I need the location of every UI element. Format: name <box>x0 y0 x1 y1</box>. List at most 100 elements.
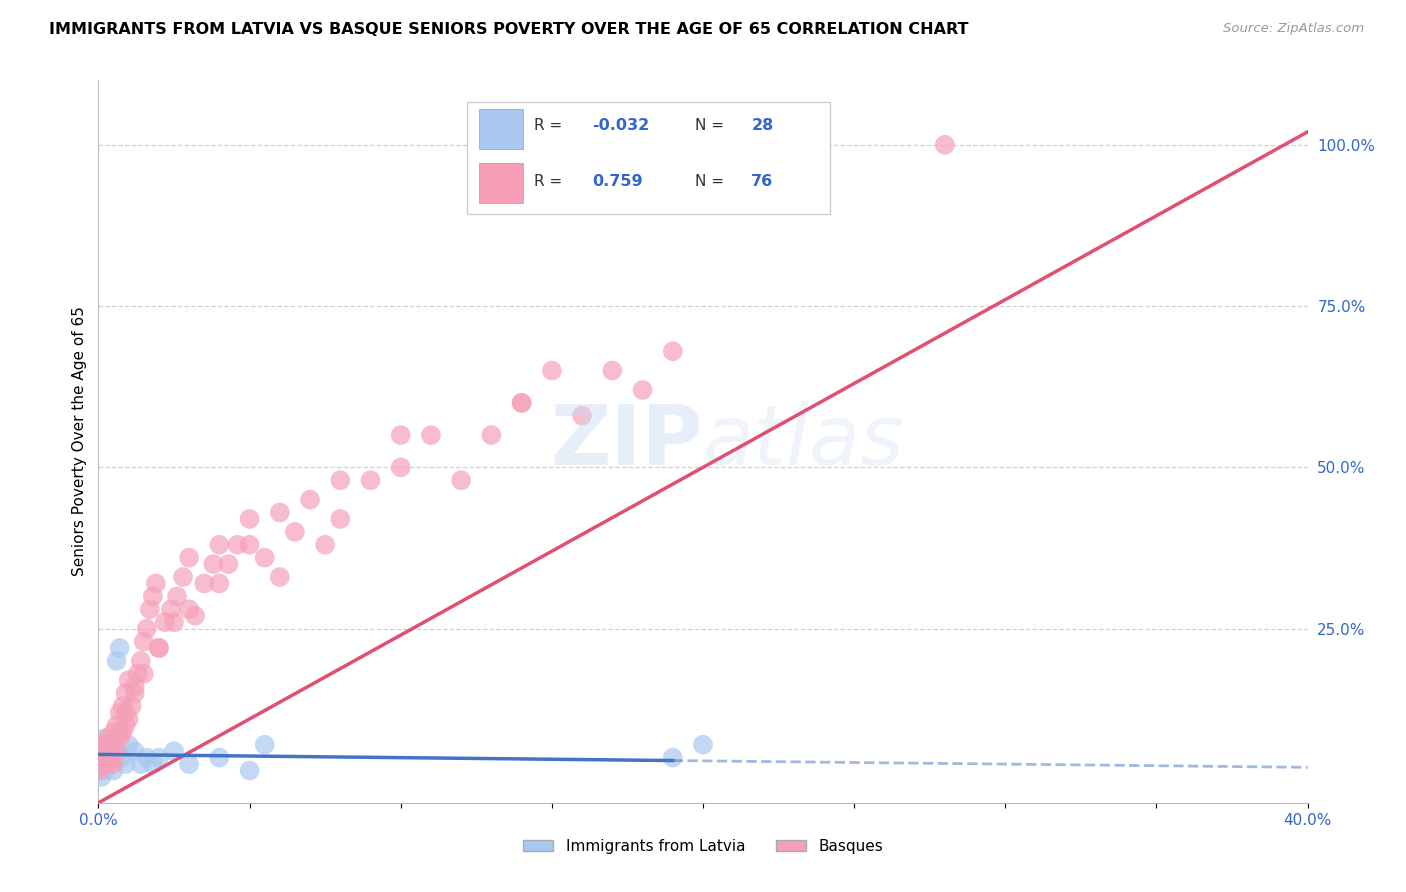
Point <box>179 602 201 616</box>
Point <box>93 750 115 764</box>
Point <box>208 750 231 764</box>
Point <box>89 757 111 772</box>
Point <box>105 744 128 758</box>
Text: N =: N = <box>695 119 728 133</box>
Point <box>129 757 152 772</box>
Point <box>360 473 382 487</box>
Point <box>540 363 562 377</box>
Text: Source: ZipAtlas.com: Source: ZipAtlas.com <box>1223 22 1364 36</box>
Point <box>96 750 118 764</box>
Point <box>93 731 115 746</box>
Point <box>420 428 443 442</box>
Point <box>91 750 114 764</box>
Point <box>661 344 683 359</box>
Point <box>269 506 291 520</box>
Point <box>118 673 141 688</box>
Point <box>93 738 115 752</box>
Point <box>202 557 225 571</box>
Point <box>118 738 141 752</box>
Text: 28: 28 <box>751 119 773 133</box>
Point <box>239 538 262 552</box>
Bar <box>479 163 523 203</box>
Point <box>166 590 188 604</box>
Point <box>108 706 131 720</box>
Point <box>172 570 194 584</box>
Point <box>108 724 131 739</box>
Point <box>179 757 201 772</box>
Point <box>179 550 201 565</box>
FancyBboxPatch shape <box>467 102 830 214</box>
Point <box>226 538 249 552</box>
Point <box>135 622 157 636</box>
Point <box>239 512 262 526</box>
Point <box>314 538 336 552</box>
Text: N =: N = <box>695 174 728 189</box>
Point <box>90 744 112 758</box>
Point <box>132 666 155 681</box>
Point <box>934 137 956 152</box>
Point <box>284 524 307 539</box>
Point <box>135 750 157 764</box>
Point <box>121 699 143 714</box>
Point <box>253 738 276 752</box>
Point <box>142 590 165 604</box>
Point <box>108 731 131 746</box>
Point <box>129 654 152 668</box>
Point <box>510 396 533 410</box>
Point <box>481 428 503 442</box>
Point <box>96 757 118 772</box>
Text: -0.032: -0.032 <box>592 119 650 133</box>
Point <box>118 712 141 726</box>
Text: 76: 76 <box>751 174 773 189</box>
Point <box>124 680 146 694</box>
Point <box>160 602 183 616</box>
Point <box>114 686 136 700</box>
Point <box>100 750 122 764</box>
Point <box>142 757 165 772</box>
Point <box>139 602 162 616</box>
Point <box>111 699 134 714</box>
Point <box>299 492 322 507</box>
Point <box>114 718 136 732</box>
Point <box>269 570 291 584</box>
Text: IMMIGRANTS FROM LATVIA VS BASQUE SENIORS POVERTY OVER THE AGE OF 65 CORRELATION : IMMIGRANTS FROM LATVIA VS BASQUE SENIORS… <box>49 22 969 37</box>
Point <box>103 738 125 752</box>
Point <box>114 757 136 772</box>
Point <box>90 757 112 772</box>
Text: R =: R = <box>534 174 567 189</box>
Text: atlas: atlas <box>703 401 904 482</box>
Text: 0.759: 0.759 <box>592 174 643 189</box>
Point <box>239 764 262 778</box>
Point <box>93 764 115 778</box>
Point <box>114 706 136 720</box>
Point <box>163 744 186 758</box>
Point <box>208 538 231 552</box>
Point <box>253 550 276 565</box>
Point <box>193 576 215 591</box>
Point <box>103 724 125 739</box>
Point <box>510 396 533 410</box>
Point <box>96 757 118 772</box>
Point <box>100 738 122 752</box>
Point <box>111 750 134 764</box>
Text: R =: R = <box>534 119 567 133</box>
Point <box>96 738 118 752</box>
Point <box>105 718 128 732</box>
Point <box>450 473 472 487</box>
Point <box>124 686 146 700</box>
Point <box>89 764 111 778</box>
Point <box>208 576 231 591</box>
Point <box>148 750 170 764</box>
Point <box>163 615 186 630</box>
Point <box>90 770 112 784</box>
Point <box>571 409 593 423</box>
Point <box>692 738 714 752</box>
Point <box>329 512 352 526</box>
Point <box>103 764 125 778</box>
Bar <box>479 109 523 149</box>
Point <box>132 634 155 648</box>
Point <box>389 460 412 475</box>
Point <box>103 757 125 772</box>
Point <box>145 576 167 591</box>
Point <box>148 640 170 655</box>
